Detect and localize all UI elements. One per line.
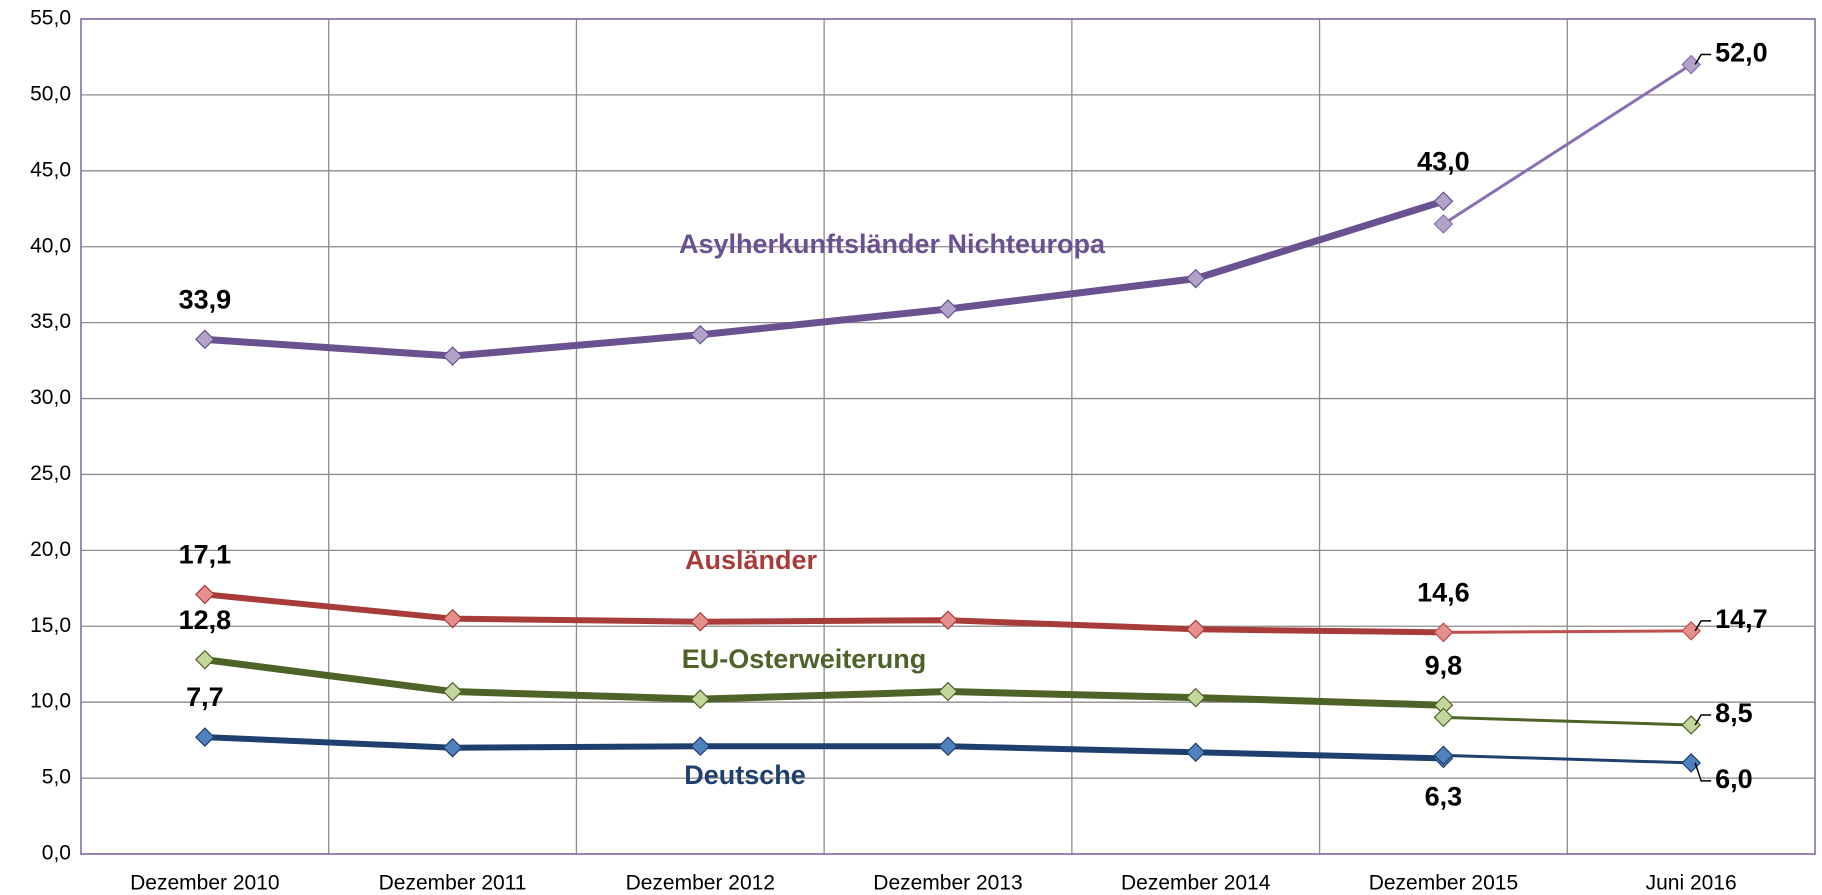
series-name: Ausländer — [685, 545, 818, 575]
series-name: EU-Osterweiterung — [682, 644, 927, 674]
marker — [195, 727, 215, 747]
x-tick-label: Dezember 2013 — [873, 872, 1022, 895]
x-tick-label: Dezember 2012 — [626, 872, 775, 895]
leader-line — [1694, 714, 1712, 726]
marker — [195, 329, 215, 350]
series-name: Deutsche — [684, 760, 806, 790]
y-tick-label: 25,0 — [30, 462, 71, 485]
marker — [1433, 214, 1454, 234]
data-label: 14,6 — [1417, 577, 1470, 607]
series-line — [1442, 63, 1692, 226]
marker — [1433, 191, 1454, 212]
marker — [1185, 687, 1206, 708]
data-label: 33,9 — [179, 284, 232, 314]
marker — [1433, 707, 1454, 728]
marker — [1681, 54, 1701, 75]
y-tick-label: 5,0 — [42, 766, 71, 789]
data-label: 6,0 — [1715, 764, 1753, 794]
data-label: 9,8 — [1425, 650, 1463, 680]
data-label: 43,0 — [1417, 146, 1470, 176]
marker — [690, 736, 711, 757]
marker — [1681, 620, 1701, 641]
data-label: 8,5 — [1715, 698, 1753, 728]
series-line — [204, 734, 1444, 762]
y-tick-label: 0,0 — [42, 842, 71, 865]
plot-border — [80, 18, 1816, 855]
series-line — [1443, 753, 1692, 765]
y-tick-label: 45,0 — [30, 158, 71, 181]
marker — [1433, 745, 1454, 766]
series-line — [204, 656, 1444, 709]
marker — [1185, 619, 1206, 640]
marker — [690, 611, 711, 632]
series-line — [204, 591, 1444, 636]
series-line — [204, 197, 1445, 360]
marker — [442, 346, 463, 366]
x-tick-label: Dezember 2010 — [130, 872, 279, 895]
marker — [442, 681, 463, 702]
marker — [1185, 742, 1206, 763]
data-label: 7,7 — [186, 682, 224, 712]
marker — [690, 689, 711, 709]
y-tick-label: 35,0 — [30, 310, 71, 333]
y-tick-label: 40,0 — [30, 234, 71, 257]
leader-line — [1694, 762, 1712, 782]
data-label: 12,8 — [179, 605, 232, 635]
marker — [1185, 268, 1206, 289]
marker — [442, 608, 463, 629]
marker — [1433, 622, 1454, 643]
y-tick-label: 10,0 — [30, 690, 71, 713]
x-tick-label: Juni 2016 — [1646, 872, 1737, 895]
marker — [690, 324, 711, 345]
marker — [1681, 715, 1701, 735]
y-tick-label: 20,0 — [30, 538, 71, 561]
series-line — [1443, 629, 1692, 634]
data-label: 14,7 — [1715, 604, 1768, 634]
data-label: 6,3 — [1425, 781, 1463, 811]
marker — [938, 299, 958, 319]
marker — [442, 737, 463, 758]
leader-line — [1694, 53, 1712, 65]
data-label: 52,0 — [1715, 38, 1768, 68]
series-line — [1443, 715, 1692, 727]
x-tick-label: Dezember 2015 — [1369, 872, 1518, 895]
y-tick-label: 30,0 — [30, 386, 71, 409]
marker — [195, 584, 215, 605]
y-tick-label: 50,0 — [30, 82, 71, 105]
x-tick-label: Dezember 2014 — [1121, 872, 1271, 895]
y-tick-label: 55,0 — [30, 7, 71, 30]
marker — [1681, 753, 1701, 773]
marker — [195, 649, 215, 670]
marker — [938, 681, 958, 702]
marker — [938, 610, 958, 631]
series-name: Asylherkunftsländer Nichteuropa — [679, 229, 1106, 259]
x-tick-label: Dezember 2011 — [379, 872, 527, 895]
data-label: 17,1 — [179, 540, 232, 570]
marker — [938, 736, 958, 757]
y-tick-label: 15,0 — [30, 614, 71, 637]
leader-line — [1694, 620, 1712, 632]
